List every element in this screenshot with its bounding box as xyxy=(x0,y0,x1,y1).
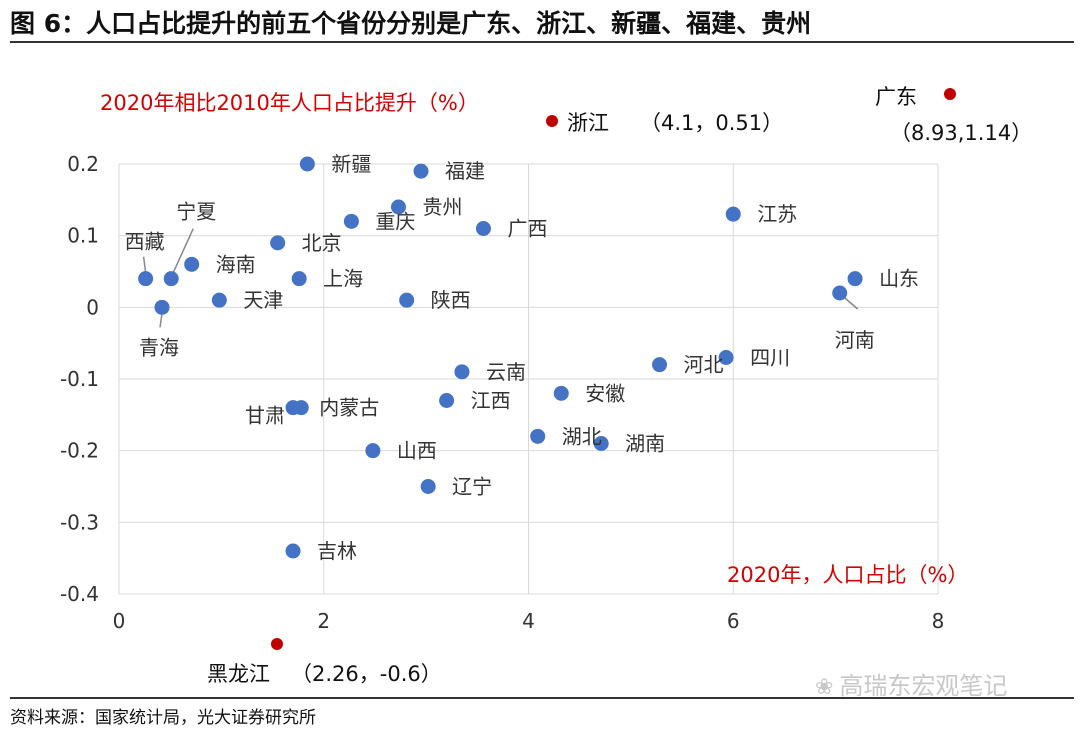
watermark-text: 高瑞东宏观笔记 xyxy=(839,672,1008,700)
watermark: ❀ 高瑞东宏观笔记 xyxy=(815,666,1007,701)
data-point xyxy=(163,271,179,287)
data-label: 陕西 xyxy=(431,288,471,312)
data-label: 云南 xyxy=(486,360,526,384)
data-point xyxy=(832,285,848,301)
data-label: 广西 xyxy=(507,217,547,241)
x-tick-label: 8 xyxy=(932,609,945,633)
data-point xyxy=(530,428,546,444)
data-point xyxy=(454,364,470,380)
data-label: 内蒙古 xyxy=(319,396,379,420)
data-point xyxy=(285,543,301,559)
data-label: 湖南 xyxy=(625,432,665,456)
data-label: 山东 xyxy=(879,267,919,291)
data-points xyxy=(138,156,863,559)
data-point xyxy=(593,436,609,451)
x-axis-title: 2020年，人口占比（%） xyxy=(727,563,968,587)
data-label: 江西 xyxy=(471,389,511,413)
data-point xyxy=(390,199,406,215)
top-rule xyxy=(10,41,1074,43)
outlier-value: （8.93,1.14） xyxy=(890,121,1032,145)
outlier-name: 黑龙江 xyxy=(207,662,270,686)
data-point xyxy=(725,206,741,222)
data-label: 江苏 xyxy=(757,202,797,226)
data-label: 河北 xyxy=(684,353,724,377)
y-tick-label: 0.2 xyxy=(67,152,99,176)
data-point xyxy=(270,235,286,251)
y-tick-label: 0.1 xyxy=(67,224,99,248)
data-label: 辽宁 xyxy=(452,475,492,499)
data-label: 新疆 xyxy=(331,152,371,176)
data-point xyxy=(299,156,315,172)
outlier-value: （2.26，-0.6） xyxy=(291,662,442,686)
data-point xyxy=(184,256,200,272)
grid-lines xyxy=(118,163,939,595)
data-label: 吉林 xyxy=(317,539,357,563)
callout-line xyxy=(843,296,859,310)
data-point xyxy=(718,350,734,365)
x-tick-label: 0 xyxy=(113,609,126,633)
y-tick-label: -0.4 xyxy=(60,582,99,606)
x-tick-label: 6 xyxy=(727,609,740,633)
outlier-points: 广东 （8.93,1.14） 浙江 （4.1，0.51） 黑龙江 （2.26，-0.6） xyxy=(207,85,1032,686)
data-label: 山西 xyxy=(397,439,437,463)
data-point xyxy=(439,393,455,408)
data-label: 四川 xyxy=(750,346,790,370)
data-point xyxy=(138,271,154,287)
data-point xyxy=(420,479,436,494)
axis-ticks: 0.2 0.1 0 -0.1 -0.2 -0.3 -0.4 0 2 4 6 8 xyxy=(60,152,944,633)
data-label: 天津 xyxy=(243,288,283,312)
data-point xyxy=(365,443,381,459)
outlier-value: （4.1，0.51） xyxy=(640,111,783,135)
outlier-point xyxy=(944,88,956,100)
data-label: 宁夏 xyxy=(176,200,216,224)
outlier-point xyxy=(546,115,558,127)
data-label: 湖北 xyxy=(562,424,602,448)
data-point xyxy=(847,271,863,287)
callout-line xyxy=(142,256,147,273)
y-tick-label: -0.1 xyxy=(60,367,99,391)
x-tick-label: 2 xyxy=(317,609,330,633)
data-point xyxy=(293,400,309,416)
data-label: 西藏 xyxy=(125,230,165,254)
bottom-rule xyxy=(10,697,1074,699)
data-label: 上海 xyxy=(323,267,363,291)
data-label: 重庆 xyxy=(375,209,415,233)
data-label: 贵州 xyxy=(422,195,462,219)
data-point xyxy=(343,213,359,229)
data-label: 福建 xyxy=(445,159,485,183)
data-point xyxy=(211,292,227,308)
x-tick-label: 4 xyxy=(522,609,535,633)
y-axis-title: 2020年相比2010年人口占比提升（%） xyxy=(100,91,479,115)
label-callouts xyxy=(142,228,859,328)
data-label: 青海 xyxy=(139,335,179,359)
figure-title: 图 6：人口占比提升的前五个省份分别是广东、浙江、新疆、福建、贵州 xyxy=(10,9,812,38)
y-tick-label: -0.2 xyxy=(60,439,99,463)
data-label: 北京 xyxy=(302,231,342,255)
callout-line xyxy=(159,313,163,328)
outlier-name: 浙江 xyxy=(567,111,609,135)
wechat-icon: ❀ xyxy=(815,675,834,700)
data-point xyxy=(413,163,429,179)
outlier-name: 广东 xyxy=(875,85,917,109)
data-point xyxy=(154,299,170,315)
data-point xyxy=(553,385,569,401)
outlier-point xyxy=(271,638,283,650)
y-tick-label: -0.3 xyxy=(60,510,99,534)
data-point xyxy=(399,292,415,308)
callout-line xyxy=(172,228,194,273)
data-label: 河南 xyxy=(835,328,875,352)
data-point xyxy=(475,221,491,236)
data-point xyxy=(652,357,668,373)
data-point xyxy=(291,271,307,287)
source-note: 资料来源：国家统计局，光大证券研究所 xyxy=(10,708,316,728)
data-label: 安徽 xyxy=(585,381,625,405)
y-tick-label: 0 xyxy=(86,295,99,319)
data-label: 海南 xyxy=(216,252,256,276)
data-label: 甘肃 xyxy=(245,404,285,428)
